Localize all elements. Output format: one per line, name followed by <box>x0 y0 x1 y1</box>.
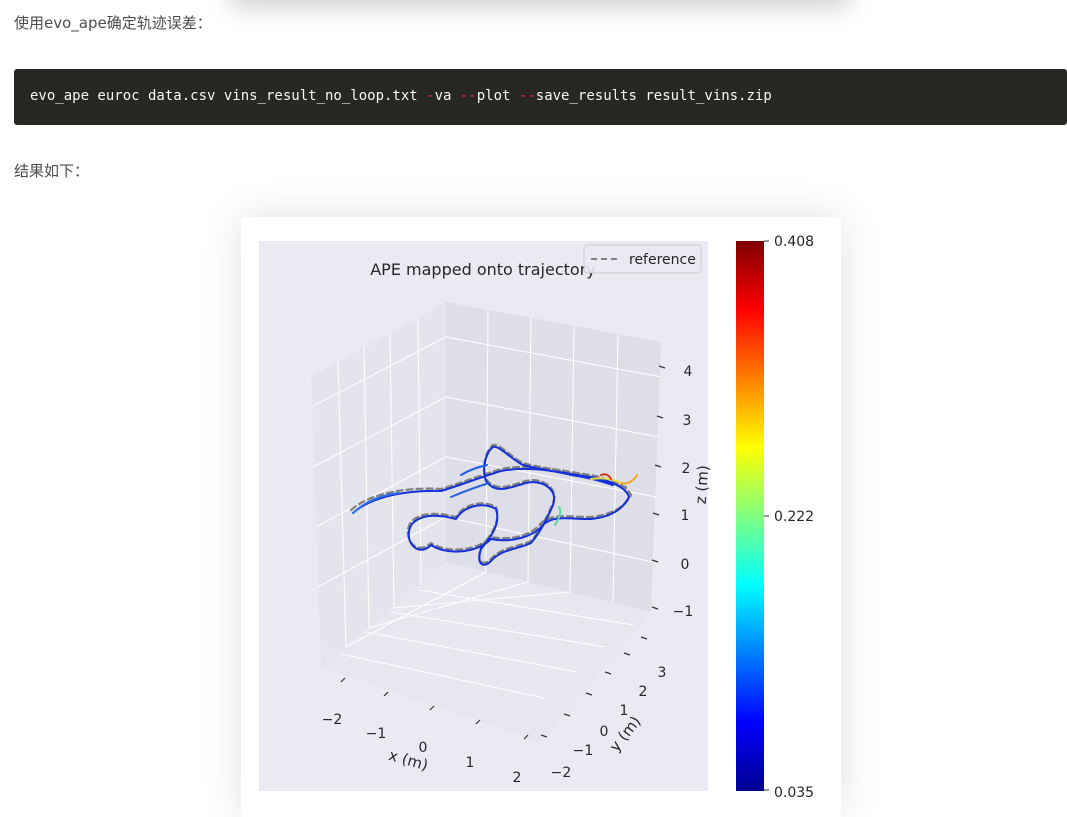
x-tick-label: −1 <box>366 726 387 742</box>
trajectory-segment <box>460 464 488 476</box>
trajectory-segment <box>620 474 638 485</box>
code-flag-plot: plot <box>476 88 519 104</box>
colorbar-labels: 0.408 0.222 0.035 <box>774 234 814 801</box>
y-tick-label: −2 <box>551 765 572 781</box>
x-tick-label: 1 <box>466 755 475 771</box>
result-paragraph: 结果如下： <box>14 162 90 180</box>
code-block[interactable]: evo_ape euroc data.csv vins_result_no_lo… <box>14 69 1067 125</box>
legend-label-reference: reference <box>629 252 696 268</box>
z-axis-label: z (m) <box>692 465 713 505</box>
code-command: evo_ape euroc data.csv vins_result_no_lo… <box>30 88 427 104</box>
ape-figure: APE mapped onto trajectory reference −2 … <box>241 217 841 817</box>
colorbar-max-label: 0.408 <box>774 234 814 250</box>
colorbar-ticks <box>764 240 769 791</box>
trajectory-segment <box>352 492 400 514</box>
z-tick-label: −1 <box>673 604 694 620</box>
y-tick-label: 3 <box>658 665 667 681</box>
trajectory-group <box>349 443 638 566</box>
colorbar-min-label: 0.035 <box>774 785 814 801</box>
y-tick-labels: −2 −1 0 1 2 3 <box>551 665 667 781</box>
y-tick-label: 1 <box>620 703 629 719</box>
y-tick-label: 2 <box>639 684 648 700</box>
z-tick-labels: −1 0 1 2 3 4 <box>673 364 694 620</box>
x-tick-labels: −2 −1 0 1 2 <box>322 712 522 786</box>
colorbar <box>736 241 764 791</box>
z-tick-label: 1 <box>681 508 690 524</box>
y-tick-label: −1 <box>573 743 594 759</box>
z-tick-label: 2 <box>682 461 691 477</box>
colorbar-mid-label: 0.222 <box>774 509 814 525</box>
trajectory-segment <box>590 477 622 484</box>
pane-left <box>311 302 446 667</box>
tick-marks <box>340 365 666 740</box>
z-tick-label: 4 <box>684 364 693 380</box>
pane-back <box>446 302 661 612</box>
chart-title: APE mapped onto trajectory <box>370 260 596 279</box>
legend[interactable]: reference <box>583 244 702 274</box>
x-tick-label: 2 <box>513 770 522 786</box>
trajectory-segment <box>450 482 490 498</box>
ape-plot-svg: APE mapped onto trajectory reference −2 … <box>259 234 814 801</box>
trajectory-segment <box>554 506 562 526</box>
grid-lines <box>310 309 662 699</box>
x-tick-label: −2 <box>322 712 343 728</box>
intro-paragraph: 使用evo_ape确定轨迹误差： <box>14 14 212 32</box>
code-flag-dash: -- <box>459 88 477 104</box>
x-tick-label: 0 <box>419 740 428 756</box>
code-flag-save: save_results result_vins.zip <box>535 88 772 104</box>
y-tick-label: 0 <box>600 724 609 740</box>
code-flag-dash: - <box>426 88 435 104</box>
trajectory-segment <box>600 473 612 480</box>
code-flag-va: va <box>434 88 460 104</box>
z-tick-label: 0 <box>681 557 690 573</box>
code-flag-dash: -- <box>518 88 536 104</box>
legend-box <box>583 244 702 274</box>
z-tick-label: 3 <box>683 413 692 429</box>
